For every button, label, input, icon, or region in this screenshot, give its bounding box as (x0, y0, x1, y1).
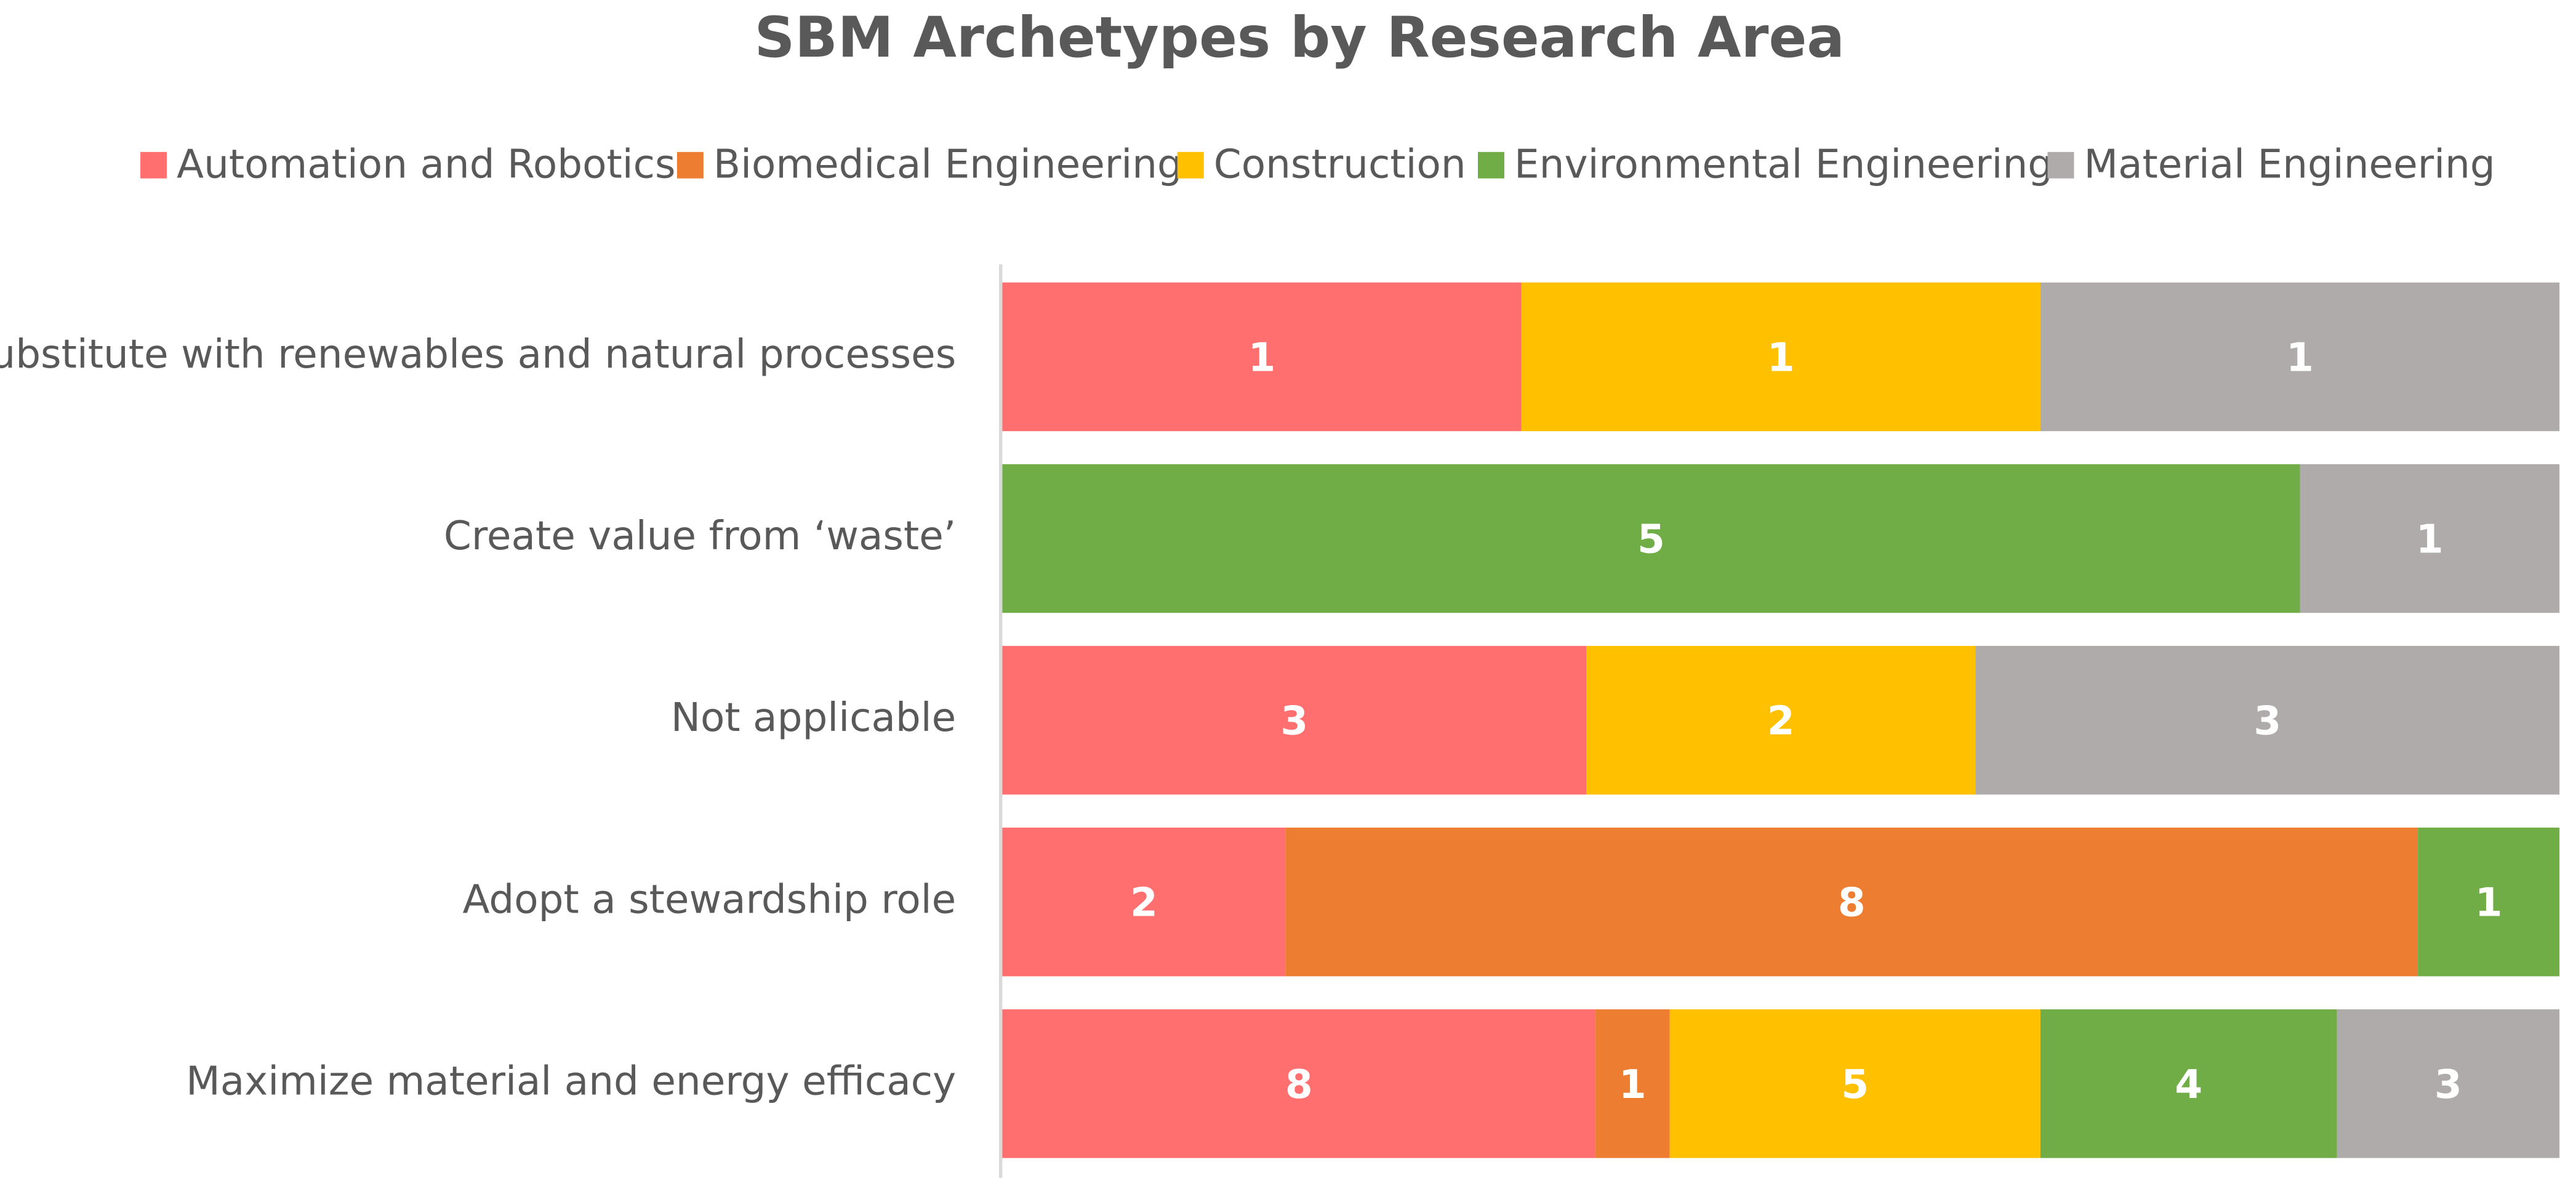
legend-label: Material Engineering (2084, 142, 2495, 188)
data-label: 1 (2286, 334, 2314, 381)
bar-segment (1002, 1009, 1596, 1158)
legend-label: Environmental Engineering (1514, 142, 2053, 188)
data-label: 8 (1838, 880, 1866, 926)
bar-segment (2040, 1009, 2337, 1158)
bar-segment (1002, 828, 1286, 977)
bar-segment (1586, 645, 1976, 795)
legend-swatch (1177, 151, 1204, 179)
data-label: 3 (1280, 698, 1308, 744)
data-label: 5 (1637, 516, 1665, 562)
data-label: 1 (1619, 1062, 1647, 1108)
y-tick-label: Adopt a stewardship role (462, 876, 956, 922)
y-tick-label: Not applicable (671, 695, 956, 741)
bar-segment (1669, 1009, 2040, 1158)
data-label: 1 (2416, 516, 2444, 562)
bar-segment (1002, 645, 1587, 795)
legend-label: Biomedical Engineering (713, 142, 1182, 188)
bar-segment (2418, 828, 2560, 977)
y-tick-label: Create value from ‘waste’ (444, 513, 956, 559)
data-label: 1 (2475, 880, 2503, 926)
data-label: 5 (1841, 1062, 1869, 1108)
bar-segment (2337, 1009, 2560, 1158)
legend-label: Construction (1214, 142, 1466, 188)
legend-label: Automation and Robotics (177, 142, 676, 188)
legend-swatch (140, 151, 167, 179)
y-tick-label: Substitute with renewables and natural p… (0, 331, 956, 377)
bar-segment (1002, 464, 2300, 613)
data-label: 2 (1130, 880, 1158, 926)
data-label: 2 (1767, 698, 1795, 744)
bar-segment (2040, 282, 2560, 432)
data-label: 3 (2253, 698, 2281, 744)
y-tick-label: Maximize material and energy efficacy (186, 1058, 956, 1104)
legend-swatch (676, 151, 704, 179)
bar-segment (1975, 645, 2560, 795)
bar-segment (1521, 282, 2040, 432)
bar-segment (1285, 828, 2418, 977)
legend-swatch (2047, 151, 2074, 179)
data-label: 3 (2434, 1062, 2462, 1108)
data-label: 8 (1285, 1062, 1313, 1108)
data-label: 4 (2175, 1062, 2202, 1108)
bar-segment (2300, 464, 2560, 613)
chart-title: SBM Archetypes by Research Area (755, 4, 1845, 70)
data-label: 1 (1248, 334, 1276, 381)
bar-segment (1002, 282, 1522, 432)
legend-swatch (1478, 151, 1504, 179)
bar-segment (1595, 1009, 1670, 1158)
data-label: 1 (1767, 334, 1795, 381)
